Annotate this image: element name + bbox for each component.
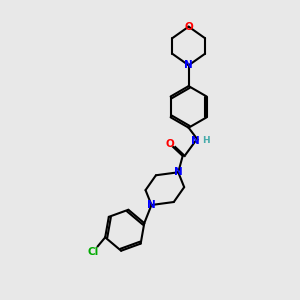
- Text: N: N: [191, 136, 200, 146]
- Text: N: N: [184, 60, 193, 70]
- Text: Cl: Cl: [88, 247, 99, 257]
- Text: O: O: [165, 139, 174, 149]
- Text: H: H: [202, 136, 209, 145]
- Text: O: O: [184, 22, 193, 32]
- Text: N: N: [174, 167, 183, 177]
- Text: N: N: [147, 200, 156, 210]
